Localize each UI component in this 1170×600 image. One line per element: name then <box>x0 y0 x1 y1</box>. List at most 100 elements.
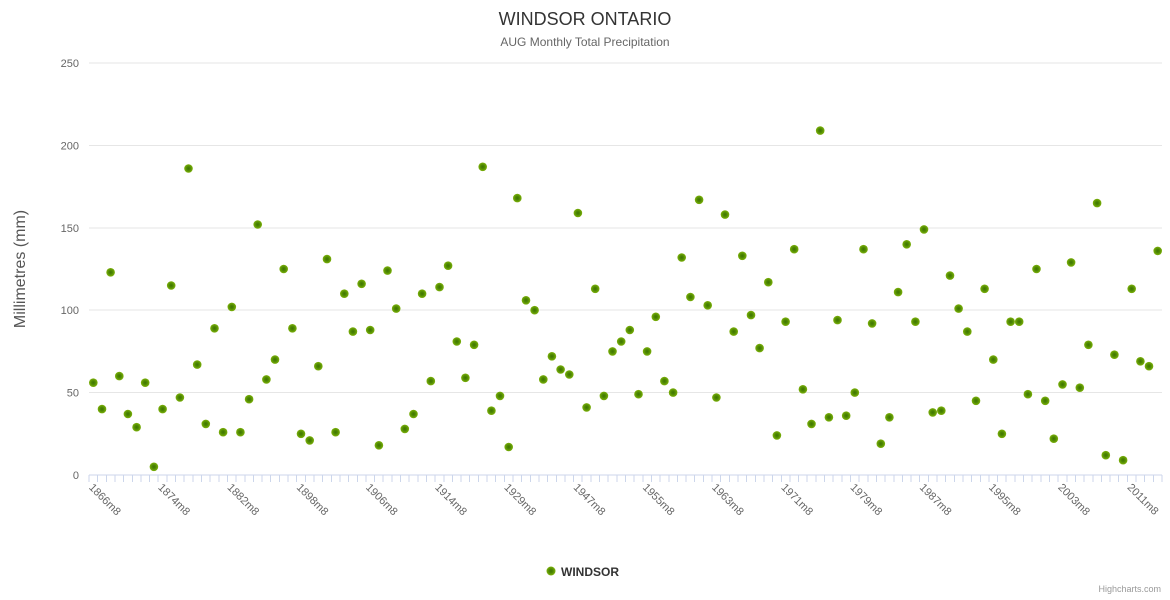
data-point[interactable] <box>314 361 323 371</box>
data-point[interactable] <box>963 327 972 336</box>
data-point[interactable] <box>513 193 522 203</box>
data-point[interactable] <box>902 240 911 249</box>
data-point[interactable] <box>227 302 237 312</box>
data-point[interactable] <box>859 244 868 254</box>
data-point[interactable] <box>166 281 176 290</box>
data-point[interactable] <box>850 388 860 397</box>
data-point[interactable] <box>365 325 375 335</box>
data-point[interactable] <box>539 375 548 384</box>
data-point[interactable] <box>1092 198 1102 208</box>
data-point[interactable] <box>971 396 981 406</box>
data-point[interactable] <box>192 360 202 369</box>
data-point[interactable] <box>599 391 609 401</box>
data-point[interactable] <box>1006 317 1015 327</box>
data-point[interactable] <box>677 253 686 262</box>
data-point[interactable] <box>1040 396 1050 406</box>
data-point[interactable] <box>625 325 635 335</box>
data-point[interactable] <box>789 244 799 254</box>
data-point[interactable] <box>764 277 773 287</box>
data-point[interactable] <box>417 289 427 299</box>
data-point[interactable] <box>1075 383 1085 393</box>
data-point[interactable] <box>97 404 107 414</box>
data-point[interactable] <box>409 409 418 419</box>
data-point[interactable] <box>703 301 712 310</box>
data-point[interactable] <box>443 261 453 271</box>
data-point[interactable] <box>262 375 271 384</box>
data-point[interactable] <box>634 389 643 399</box>
data-point[interactable] <box>772 431 782 440</box>
data-point[interactable] <box>340 289 349 299</box>
data-point[interactable] <box>798 385 808 394</box>
data-point[interactable] <box>1049 434 1059 444</box>
data-point[interactable] <box>218 427 228 437</box>
data-point[interactable] <box>720 210 730 219</box>
data-point[interactable] <box>989 355 998 364</box>
data-point[interactable] <box>547 352 557 361</box>
data-point[interactable] <box>1144 361 1154 371</box>
data-point[interactable] <box>686 292 695 302</box>
data-point[interactable] <box>89 378 98 388</box>
data-point[interactable] <box>1032 264 1041 274</box>
data-point[interactable] <box>755 343 764 353</box>
data-point[interactable] <box>504 442 513 452</box>
data-point[interactable] <box>1127 284 1136 294</box>
data-point[interactable] <box>1023 389 1033 399</box>
data-point[interactable] <box>305 436 315 445</box>
data-point[interactable] <box>158 404 167 414</box>
data-point[interactable] <box>824 413 834 422</box>
data-point[interactable] <box>322 254 332 264</box>
data-point[interactable] <box>945 271 955 280</box>
data-point[interactable] <box>833 315 842 325</box>
data-point[interactable] <box>106 268 115 277</box>
data-point[interactable] <box>123 409 133 419</box>
data-point[interactable] <box>184 164 193 173</box>
data-point[interactable] <box>582 403 591 412</box>
credits-link[interactable]: Highcharts.com <box>1098 584 1161 594</box>
data-point[interactable] <box>270 355 280 364</box>
data-point[interactable] <box>1136 357 1145 366</box>
data-point[interactable] <box>738 251 747 261</box>
data-point[interactable] <box>1110 350 1119 360</box>
data-point[interactable] <box>867 319 877 328</box>
data-point[interactable] <box>954 304 963 313</box>
data-point[interactable] <box>651 312 661 322</box>
data-point[interactable] <box>928 408 937 417</box>
data-point[interactable] <box>452 337 462 346</box>
data-point[interactable] <box>1066 258 1076 267</box>
data-point[interactable] <box>1084 340 1093 350</box>
data-point[interactable] <box>1101 450 1111 460</box>
data-point[interactable] <box>616 337 626 346</box>
data-point[interactable] <box>997 429 1007 439</box>
data-point[interactable] <box>296 429 306 439</box>
data-point[interactable] <box>556 365 565 374</box>
data-point[interactable] <box>149 462 159 472</box>
data-point[interactable] <box>590 284 600 294</box>
data-point[interactable] <box>426 376 436 386</box>
data-point[interactable] <box>841 411 851 421</box>
data-point[interactable] <box>885 413 894 422</box>
data-point[interactable] <box>1058 380 1067 389</box>
data-point[interactable] <box>478 162 488 172</box>
data-point[interactable] <box>175 393 185 402</box>
data-point[interactable] <box>487 406 496 416</box>
data-point[interactable] <box>236 427 245 437</box>
data-point[interactable] <box>495 391 505 401</box>
data-point[interactable] <box>435 282 444 292</box>
data-point[interactable] <box>400 424 410 434</box>
data-point[interactable] <box>815 126 825 135</box>
data-point[interactable] <box>253 220 262 229</box>
data-point[interactable] <box>980 284 989 294</box>
data-point[interactable] <box>244 394 254 404</box>
data-point[interactable] <box>565 370 574 379</box>
data-point[interactable] <box>937 406 946 416</box>
data-point[interactable] <box>288 324 297 333</box>
data-point[interactable] <box>331 427 340 437</box>
data-point[interactable] <box>210 324 219 333</box>
data-point[interactable] <box>807 419 816 429</box>
data-point[interactable] <box>729 327 738 336</box>
data-point[interactable] <box>391 304 401 313</box>
data-point[interactable] <box>461 373 470 383</box>
data-point[interactable] <box>357 279 366 289</box>
data-point[interactable] <box>712 393 721 402</box>
data-point[interactable] <box>201 419 211 429</box>
